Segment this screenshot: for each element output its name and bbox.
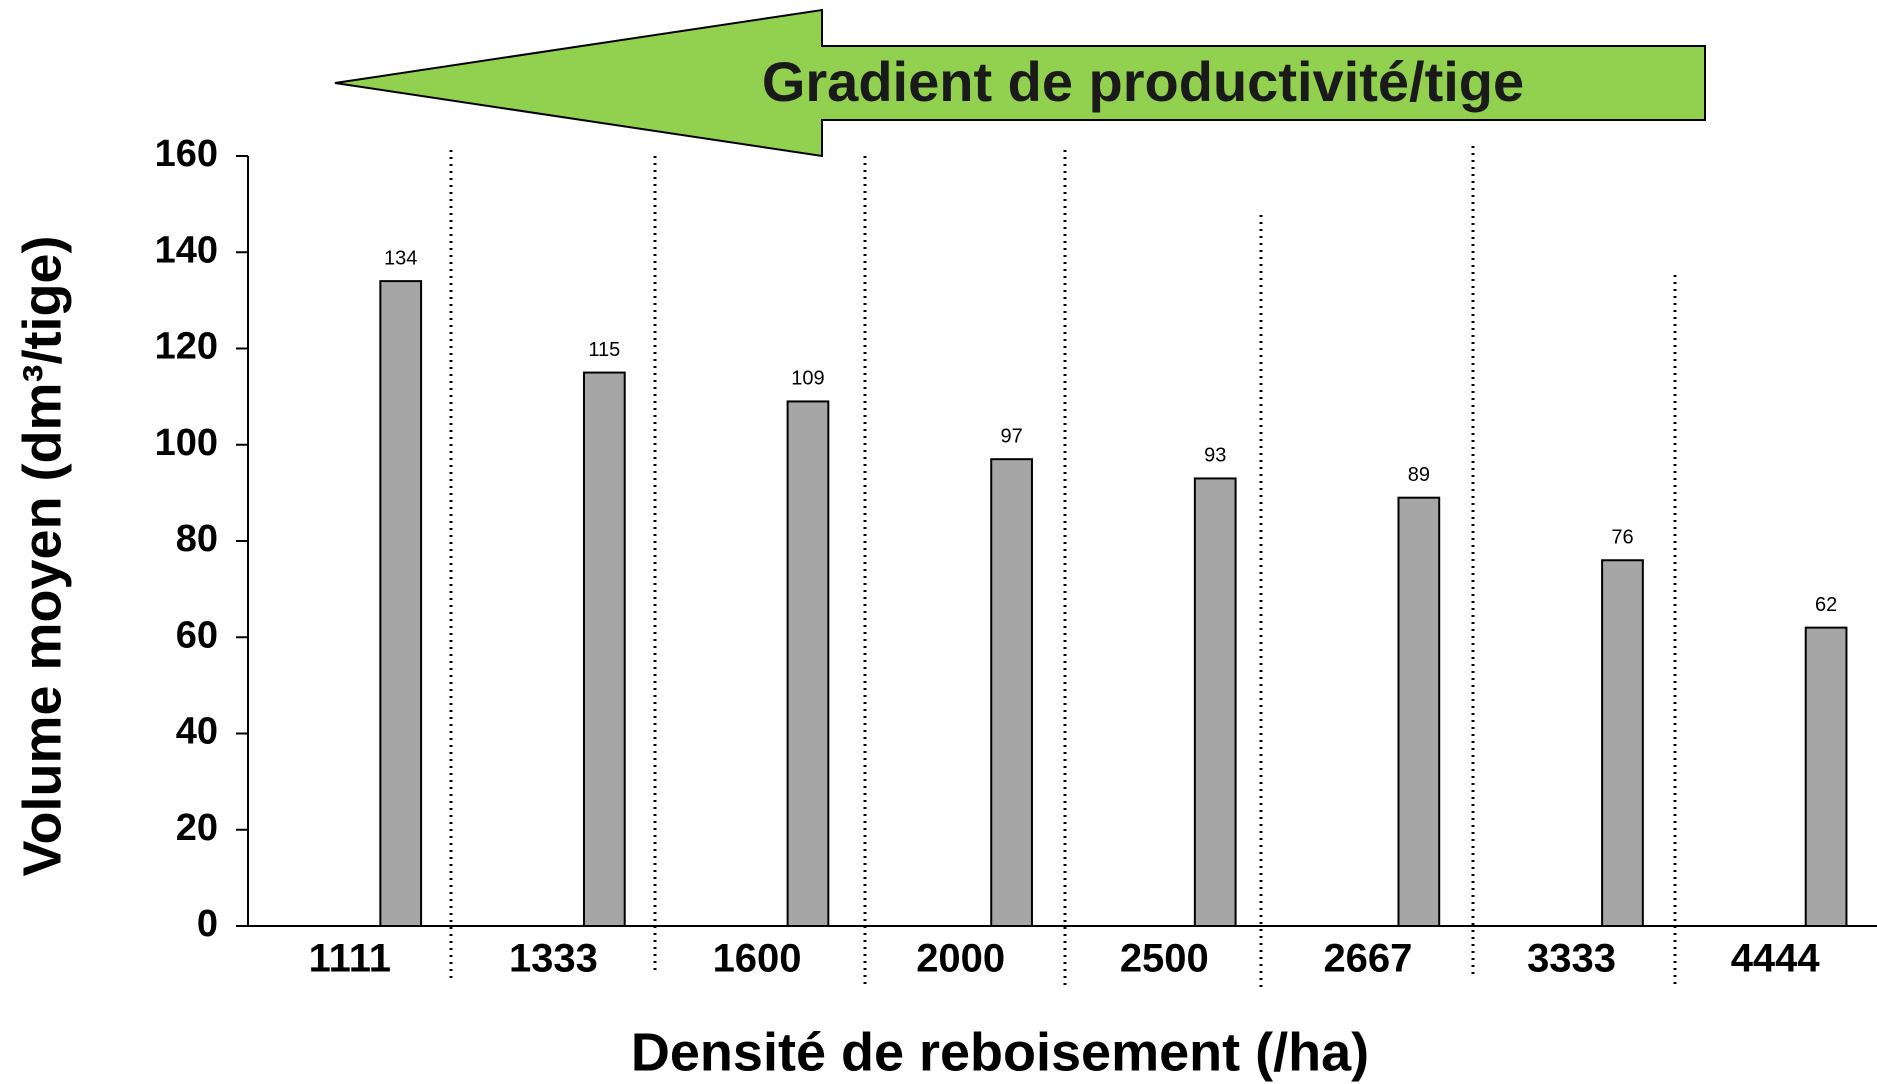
annotation: Gradient de productivité/tige: [762, 50, 1524, 113]
value-label: 109: [791, 368, 824, 390]
bar: [1804, 626, 1848, 927]
bar: [1601, 559, 1644, 927]
x-tick-label: 2500: [1120, 937, 1209, 981]
y-tick-label: 20: [176, 807, 218, 849]
separators: [449, 146, 1677, 990]
bar: [1193, 477, 1237, 927]
y-tick-label: 60: [176, 614, 218, 656]
value-label: 134: [384, 247, 417, 269]
bar: [786, 400, 830, 927]
bar: [1397, 496, 1441, 927]
y-axis-title: Volume moyen (dm³/tige): [12, 235, 72, 876]
value-label: 115: [588, 339, 620, 361]
y-tick-label: 140: [155, 229, 218, 271]
value-label: 89: [1408, 464, 1430, 486]
bar: [990, 458, 1033, 927]
bar: [582, 371, 626, 927]
value-label: 76: [1611, 527, 1633, 549]
x-tick-label: 2667: [1323, 937, 1412, 981]
x-tick-label: 1111: [309, 937, 391, 981]
x-tick-label: 2000: [916, 937, 1005, 981]
value-label: 93: [1204, 445, 1226, 467]
x-tick-label: 1600: [713, 937, 802, 981]
y-tick-label: 40: [176, 711, 218, 753]
value-label: 97: [1000, 425, 1022, 447]
bar: [379, 280, 423, 927]
y-tick-label: 80: [176, 518, 218, 560]
x-tick-label: 4444: [1731, 937, 1821, 981]
x-tick-label: 1333: [509, 937, 598, 981]
value-label: 62: [1815, 594, 1837, 616]
y-tick-label: 120: [155, 326, 218, 368]
x-tick-label: 3333: [1527, 937, 1616, 981]
y-tick-label: 100: [155, 422, 218, 464]
gradient-arrow: [334, 8, 1706, 158]
y-tick-label: 160: [155, 133, 218, 175]
y-tick-label: 0: [197, 903, 218, 945]
x-axis-title: Densité de reboisement (/ha): [631, 1022, 1369, 1082]
